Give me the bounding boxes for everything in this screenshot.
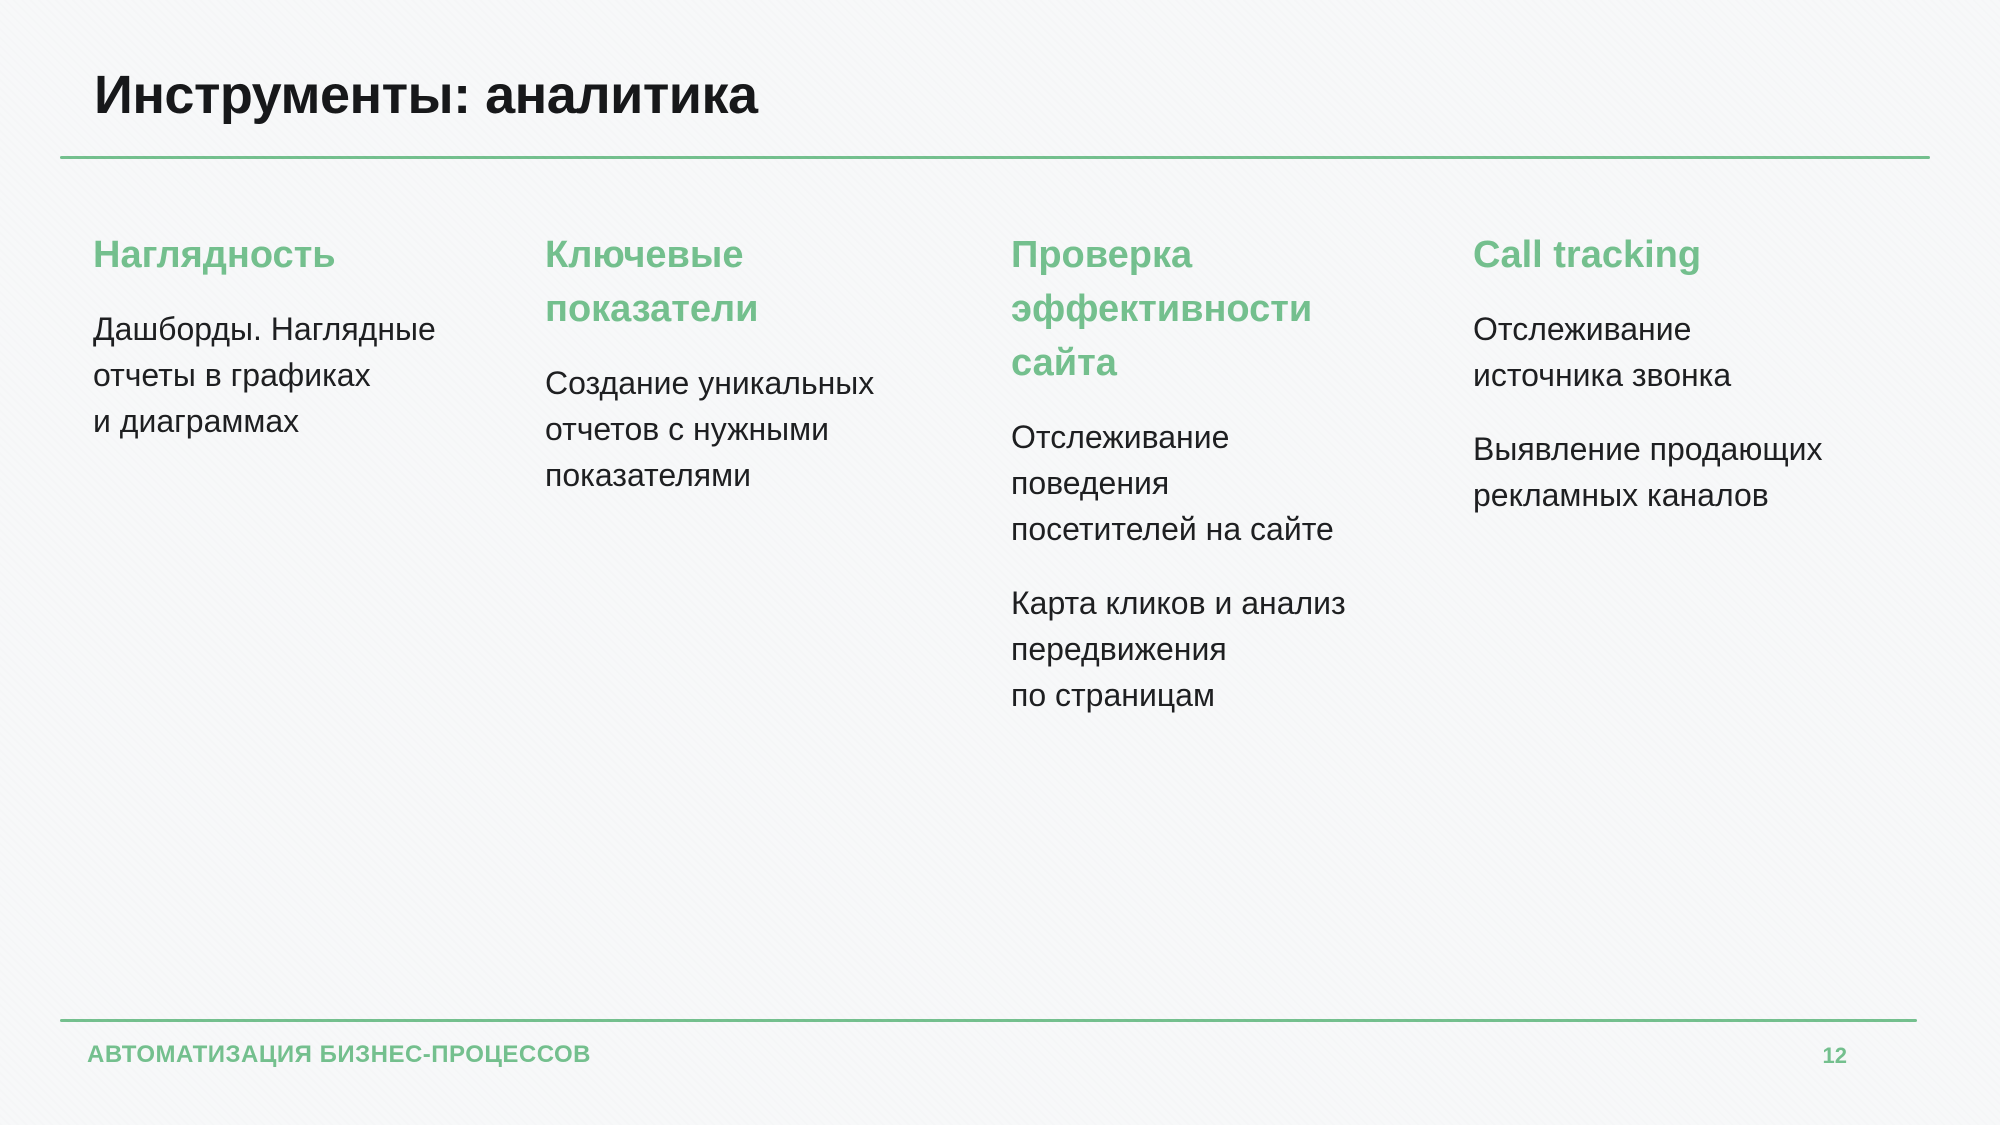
column-call-tracking: Call tracking Отслеживание источника зво… <box>1473 228 1913 546</box>
column-heading: Наглядность <box>93 234 336 276</box>
column-paragraph: Отслеживание поведения посетителей на са… <box>1011 419 1334 547</box>
column-heading: Проверка эффективности сайта <box>1011 234 1313 384</box>
column-paragraph: Выявление продающих рекламных каналов <box>1473 431 1823 513</box>
footer-label: АВТОМАТИЗАЦИЯ БИЗНЕС-ПРОЦЕССОВ <box>87 1041 591 1068</box>
page-number: 12 <box>1822 1043 1847 1068</box>
header-rule <box>60 156 1930 159</box>
column-key-metrics: Ключевые показатели Создание уникальных … <box>545 228 985 526</box>
column-paragraph: Карта кликов и анализ передвижения по ст… <box>1011 585 1346 713</box>
slide-title: Инструменты: аналитика <box>94 65 758 125</box>
column-heading: Call tracking <box>1473 234 1702 276</box>
column-site-effectiveness: Проверка эффективности сайта Отслеживани… <box>1011 228 1451 746</box>
column-paragraph: Отслеживание источника звонка <box>1473 311 1732 393</box>
column-paragraph: Дашборды. Наглядные отчеты в графиках и … <box>93 311 436 439</box>
column-visibility: Наглядность Дашборды. Наглядные отчеты в… <box>93 228 533 472</box>
column-heading: Ключевые показатели <box>545 234 759 330</box>
column-paragraph: Создание уникальных отчетов с нужными по… <box>545 365 875 493</box>
footer-rule <box>60 1019 1917 1022</box>
